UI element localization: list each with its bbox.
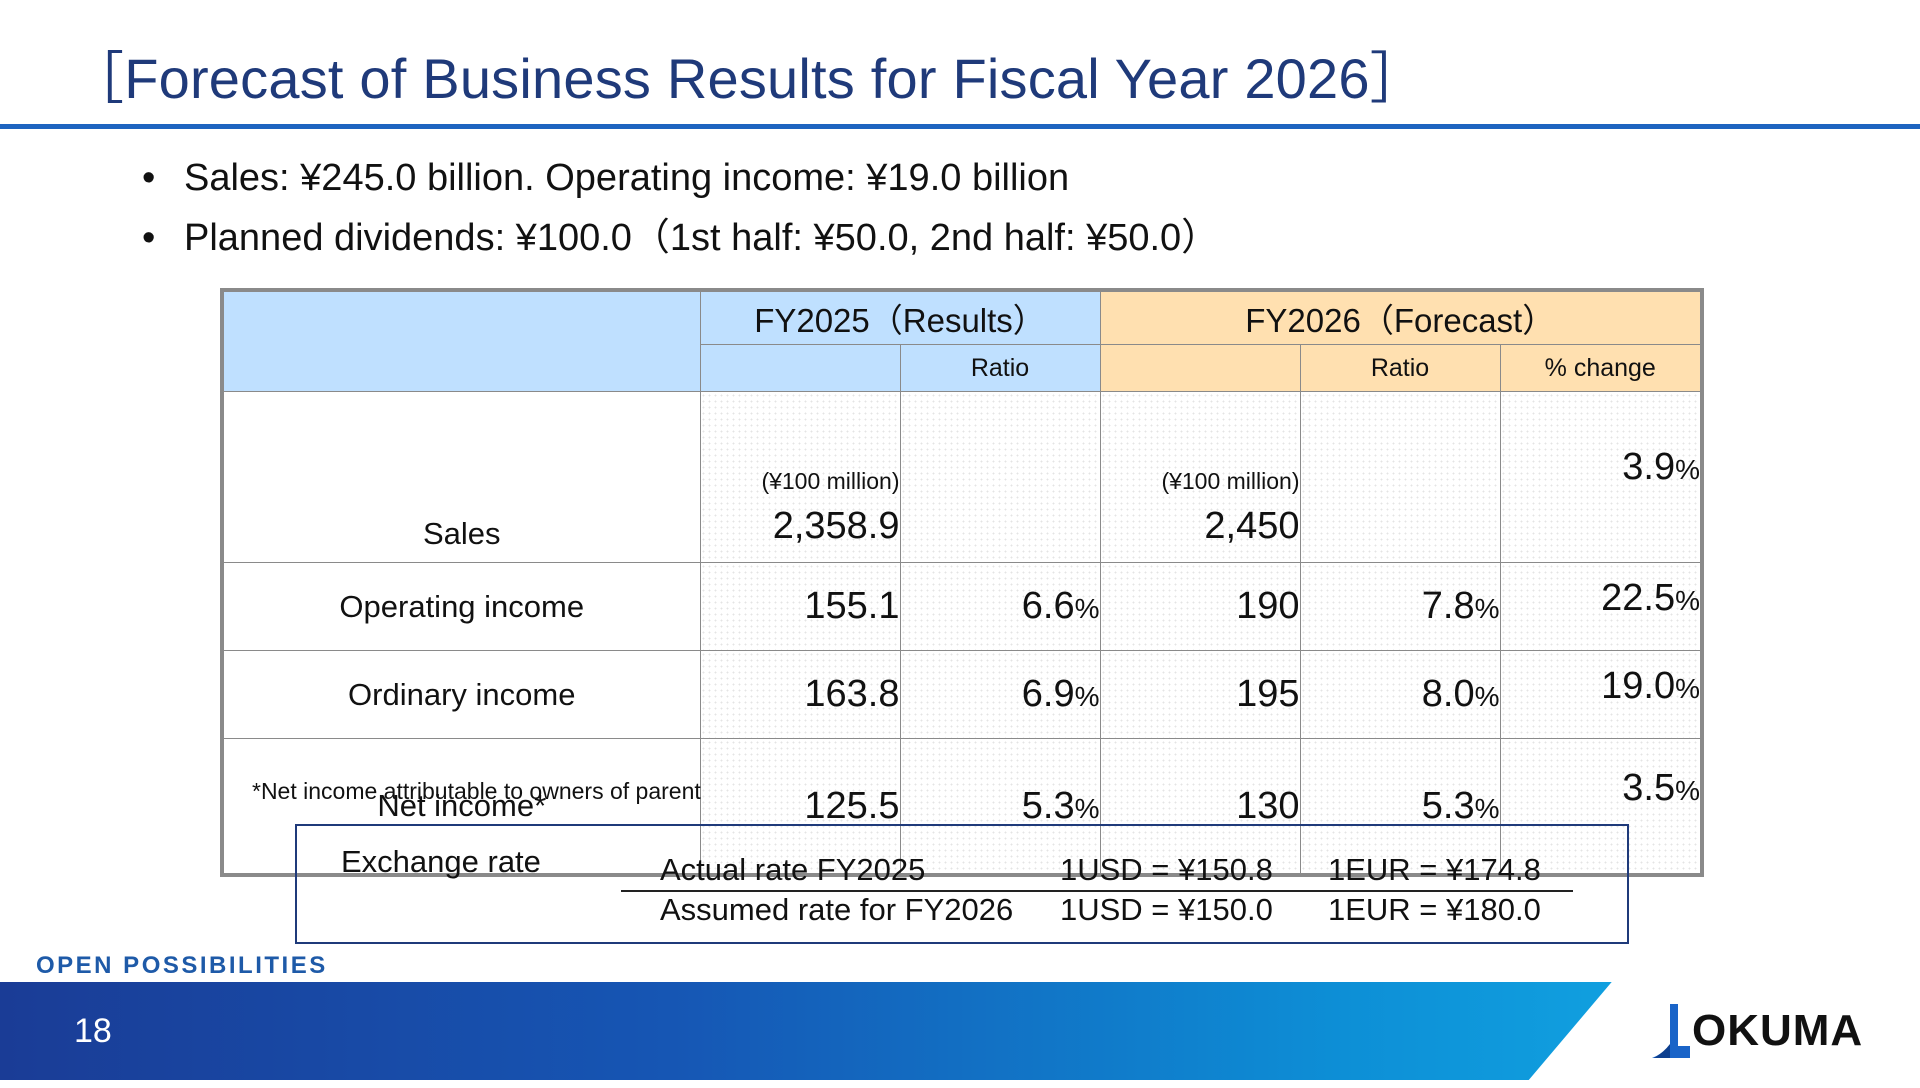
fy2026-amount: 190 (1236, 585, 1300, 627)
row-label: Operating income (221, 562, 701, 651)
percent-sign: % (1474, 792, 1500, 824)
exchange-rate-label: Exchange rate (341, 844, 541, 879)
bullet-icon: • (142, 217, 156, 259)
percent-sign: % (1474, 681, 1500, 712)
fy2025-amount-cell: 125.5 (699, 738, 901, 876)
logo-text: OKUMA (1692, 1006, 1864, 1055)
fy2025-ratio: 6.6 (1021, 585, 1075, 627)
title-divider (0, 124, 1920, 129)
fy2026-amount: 130 (1236, 784, 1300, 827)
fy2025-ratio-cell (899, 391, 1101, 563)
change-cell: 19.0% (1499, 650, 1703, 739)
bullet-item: • Planned dividends: ¥100.0（1st half: ¥5… (140, 208, 1219, 268)
change-value: 19.0 (1601, 665, 1676, 707)
fy2025-ratio-cell: 6.6% (899, 562, 1101, 651)
fy2026-amount: 195 (1236, 673, 1300, 715)
row-label: Ordinary income (221, 650, 701, 739)
percent-sign: % (1074, 792, 1100, 824)
bullet-item: • Sales: ¥245.0 billion. Operating incom… (140, 148, 1219, 208)
okuma-logo: OKUMA (1648, 1002, 1888, 1062)
rate-eur: 1EUR = ¥174.8 (1328, 852, 1541, 887)
fy2026-ratio-cell: 5.3% (1299, 738, 1501, 876)
row-label: Sales (221, 391, 701, 563)
tagline: OPEN POSSIBILITIES (36, 952, 328, 979)
percent-sign: % (1074, 593, 1100, 624)
fy2025-amount: 2,358.9 (772, 505, 900, 547)
exchange-rate-box: Exchange rate Actual rate FY2025 1USD = … (295, 824, 1629, 944)
table-row: Net income* 125.5 5.3% 130 5.3% 3.5% (221, 738, 1703, 876)
okuma-logo-mark-icon (1652, 1004, 1690, 1058)
percent-sign: % (1074, 681, 1100, 712)
percent-sign: % (1675, 585, 1700, 616)
percent-sign: % (1675, 775, 1700, 806)
table-row: Operating income 155.1 6.6% 190 7.8% 22.… (221, 562, 1703, 651)
table-row: Sales (¥100 million) 2,358.9 (¥100 milli… (221, 391, 1703, 563)
fy2026-amount-cell: 195 (1099, 650, 1301, 739)
fy2025-amount-cell: 155.1 (699, 562, 901, 651)
table-header-row: FY2025（Results） FY2026（Forecast） (221, 289, 1703, 392)
bullet-text: Planned dividends: ¥100.0（1st half: ¥50.… (184, 217, 1220, 259)
fy2025-ratio: 5.3 (1021, 784, 1075, 827)
fy2025-amount: 155.1 (804, 585, 900, 627)
rate-name: Actual rate FY2025 (660, 852, 926, 887)
fy2026-ratio: 7.8 (1421, 585, 1475, 627)
fy2026-ratio-cell: 7.8% (1299, 562, 1501, 651)
table-footnote: *Net income attributable to owners of pa… (252, 778, 701, 804)
fy2025-amount-cell: 163.8 (699, 650, 901, 739)
rate-usd: 1USD = ¥150.8 (1060, 852, 1273, 887)
change-value: 3.5 (1622, 767, 1676, 809)
table-subheader-row: Ratio Ratio % change (222, 344, 1703, 392)
header-blank-cell (221, 289, 701, 392)
percent-sign: % (1675, 454, 1700, 485)
change-cell: 22.5% (1499, 562, 1703, 651)
fy2026-amount-cell: 130 (1099, 738, 1301, 876)
percent-sign: % (1474, 593, 1500, 624)
unit-label: (¥100 million) (1161, 468, 1300, 494)
change-value: 3.9 (1622, 446, 1676, 488)
fy2026-ratio: 5.3 (1421, 784, 1475, 827)
row-label: Net income* (221, 738, 701, 876)
rate-name: Assumed rate for FY2026 (660, 892, 1014, 927)
fy2025-ratio-cell: 6.9% (899, 650, 1101, 739)
header-fy2026: FY2026（Forecast） (1099, 289, 1703, 345)
fy2026-ratio-cell (1299, 391, 1501, 563)
page-number: 18 (74, 1012, 112, 1050)
subheader-fy2025-amount (699, 344, 901, 392)
fy2026-amount-cell: 190 (1099, 562, 1301, 651)
summary-bullets: • Sales: ¥245.0 billion. Operating incom… (140, 148, 1219, 268)
fy2025-amount: 163.8 (804, 673, 900, 715)
subheader-fy2026-ratio: Ratio (1299, 344, 1501, 392)
page-title: ［Forecast of Business Results for Fiscal… (68, 47, 1426, 110)
fy2025-amount: 125.5 (804, 784, 900, 827)
fy2025-amount-cell: (¥100 million) 2,358.9 (699, 391, 901, 563)
table-row: Ordinary income 163.8 6.9% 195 8.0% 19.0… (221, 650, 1703, 739)
subheader-fy2026-amount (1099, 344, 1301, 392)
rate-usd: 1USD = ¥150.0 (1060, 892, 1273, 927)
header-fy2025: FY2025（Results） (699, 289, 1101, 345)
subheader-fy2025-ratio: Ratio (899, 344, 1101, 392)
percent-sign: % (1675, 673, 1700, 704)
fy2026-ratio-cell: 8.0% (1299, 650, 1501, 739)
bullet-icon: • (142, 157, 156, 199)
fy2026-amount-cell: (¥100 million) 2,450 (1099, 391, 1301, 563)
fy2026-amount: 2,450 (1204, 505, 1300, 547)
rate-eur: 1EUR = ¥180.0 (1328, 892, 1541, 927)
subheader-change: % change (1499, 344, 1703, 392)
fy2025-ratio: 6.9 (1021, 673, 1075, 715)
exchange-rate-divider (621, 890, 1573, 892)
bullet-text: Sales: ¥245.0 billion. Operating income:… (184, 157, 1070, 199)
unit-label: (¥100 million) (761, 468, 900, 494)
change-cell: 3.9% (1499, 391, 1703, 563)
fy2026-ratio: 8.0 (1421, 673, 1475, 715)
results-table: FY2025（Results） FY2026（Forecast） Ratio R… (220, 288, 1704, 877)
change-value: 22.5 (1601, 577, 1676, 619)
fy2025-ratio-cell: 5.3% (899, 738, 1101, 876)
change-cell: 3.5% (1499, 738, 1703, 876)
